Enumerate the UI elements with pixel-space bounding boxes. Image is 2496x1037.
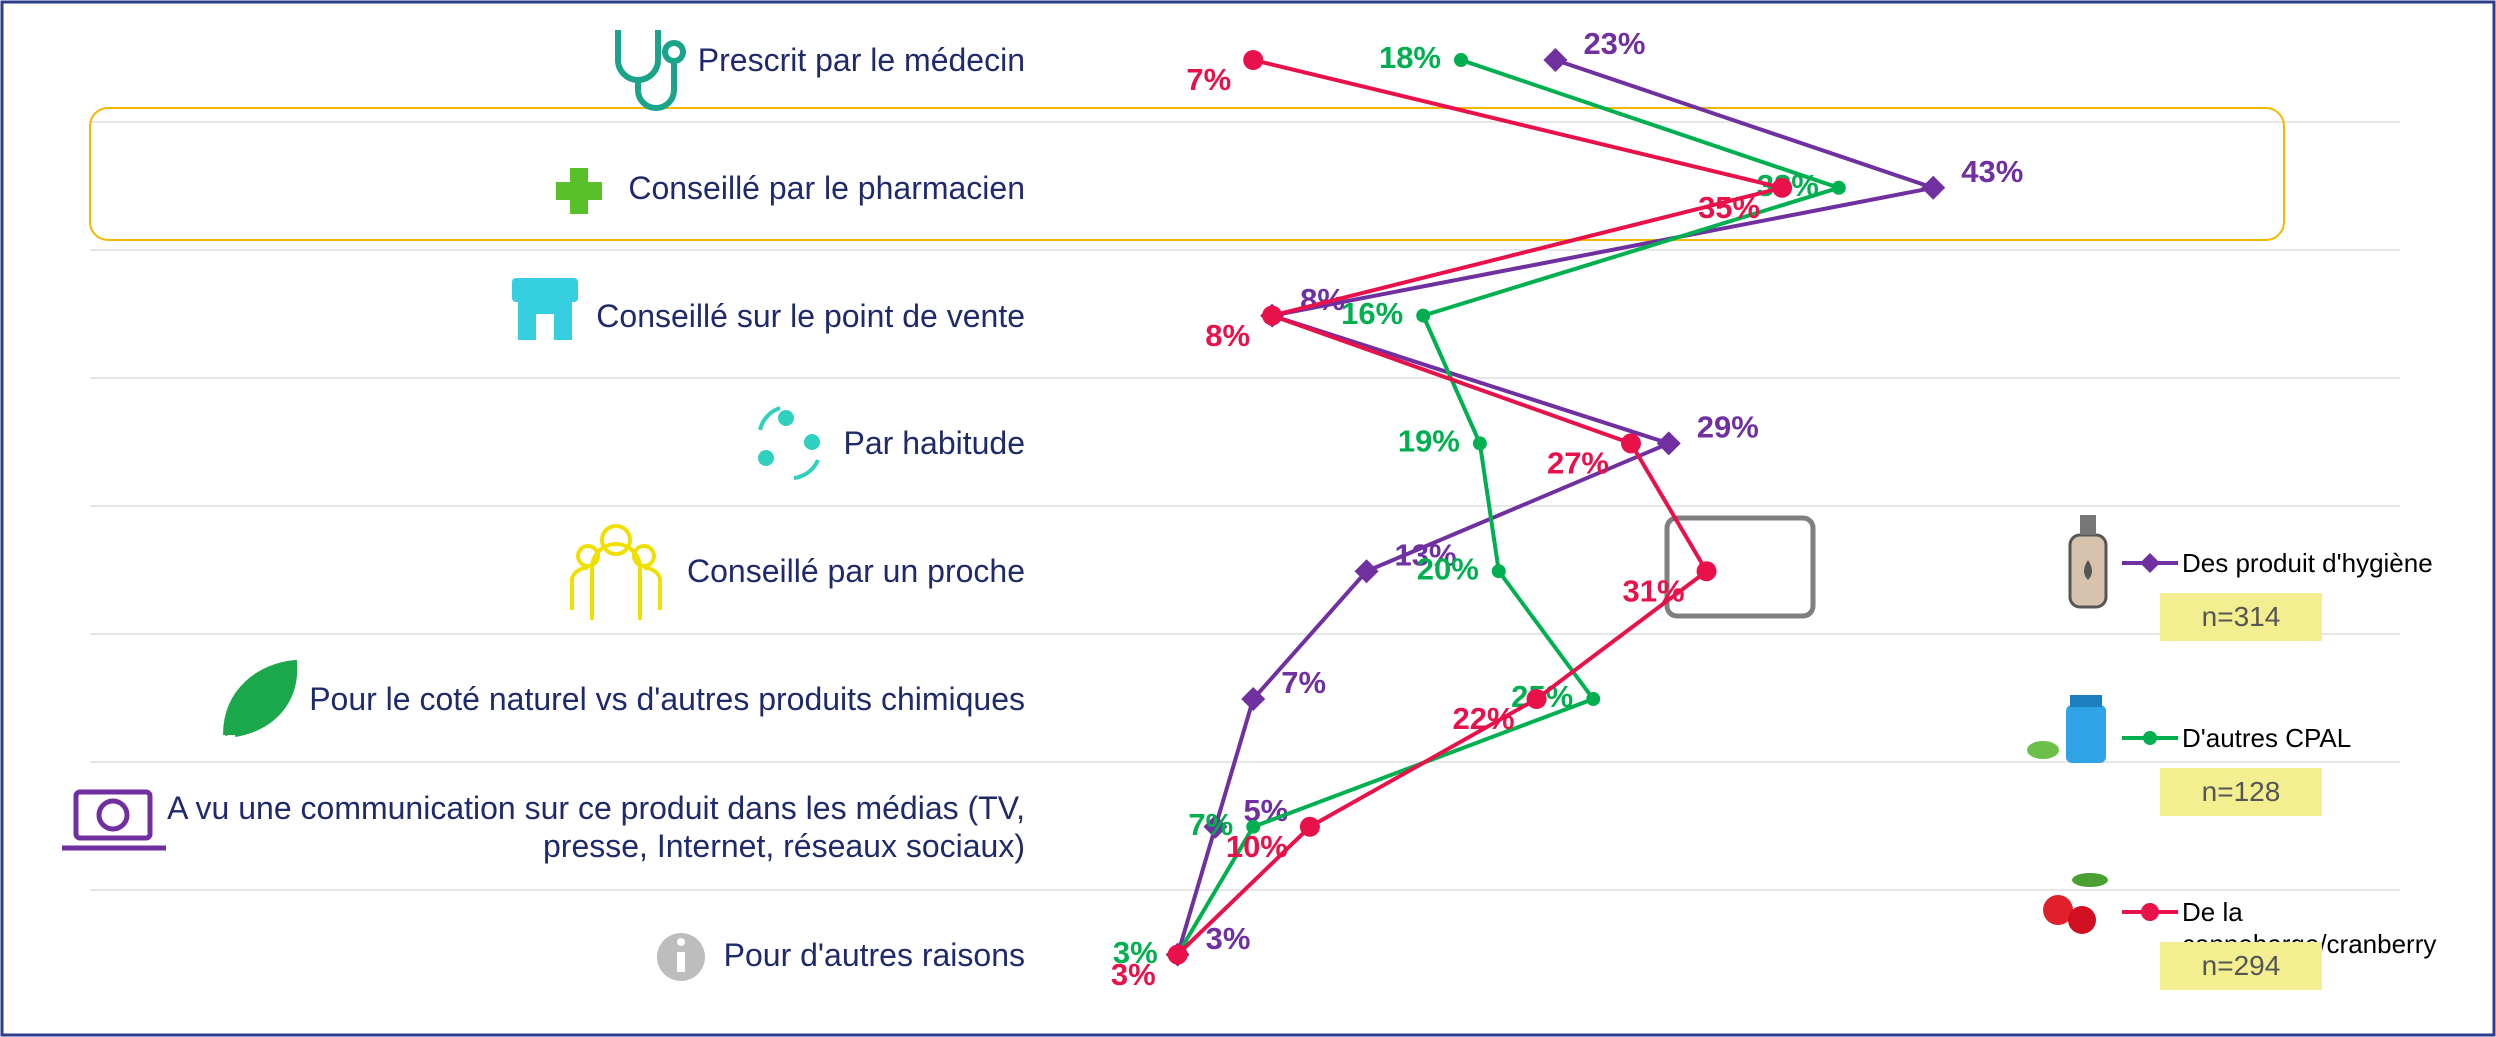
marker [1473, 436, 1487, 450]
value-label: 31% [1623, 573, 1685, 608]
marker [1586, 692, 1600, 706]
marker [1772, 178, 1792, 198]
highlight-value [1667, 518, 1813, 616]
category-label: Conseillé par le pharmacien [145, 169, 1025, 207]
marker [1921, 176, 1945, 200]
value-label: 3% [1111, 957, 1156, 992]
category-label: Conseillé sur le point de vente [145, 297, 1025, 335]
value-label: 22% [1453, 701, 1515, 736]
category-label: Par habitude [145, 424, 1025, 462]
legend-marker [2143, 731, 2157, 745]
icon-berries [2043, 873, 2108, 934]
legend-entry: Des produit d'hygiène [2182, 547, 2482, 579]
category-label: Prescrit par le médecin [145, 41, 1025, 79]
marker [1243, 50, 1263, 70]
value-label: 19% [1398, 424, 1460, 459]
value-label: 35% [1698, 190, 1760, 225]
value-label: 20% [1417, 551, 1479, 586]
row-separators [90, 122, 2400, 890]
sample-size: n=128 [2160, 768, 2322, 816]
marker [1832, 181, 1846, 195]
value-label: 43% [1961, 154, 2023, 189]
marker [1621, 433, 1641, 453]
page: 23%43%8%29%13%7%5%3%18%38%16%19%20%25%7%… [0, 0, 2496, 1037]
chart: 23%43%8%29%13%7%5%3%18%38%16%19%20%25%7%… [0, 0, 2496, 1037]
marker [1300, 817, 1320, 837]
category-label: Pour d'autres raisons [145, 936, 1025, 974]
legend-marker [2141, 903, 2159, 921]
value-label: 8% [1205, 318, 1250, 353]
value-label: 23% [1583, 26, 1645, 61]
value-label: 7% [1186, 62, 1231, 97]
icon-pills [2027, 695, 2106, 763]
value-label: 7% [1281, 665, 1326, 700]
frame [2, 2, 2494, 1035]
value-label: 10% [1226, 829, 1288, 864]
marker [1262, 306, 1282, 326]
sample-size: n=294 [2160, 942, 2322, 990]
value-label: 3% [1206, 921, 1251, 956]
category-label: A vu une communication sur ce produit da… [145, 789, 1025, 865]
marker [1527, 689, 1547, 709]
marker [1416, 309, 1430, 323]
marker [1543, 48, 1567, 72]
value-label: 29% [1697, 410, 1759, 445]
value-label: 18% [1379, 40, 1441, 75]
value-label: 27% [1547, 446, 1609, 481]
legend-marker [2140, 553, 2160, 573]
category-label: Conseillé par un proche [145, 552, 1025, 590]
marker [1168, 945, 1188, 965]
marker [1697, 561, 1717, 581]
value-label: 16% [1341, 296, 1403, 331]
category-label: Pour le coté naturel vs d'autres produit… [145, 680, 1025, 718]
marker [1454, 53, 1468, 67]
marker [1657, 431, 1681, 455]
legend-entry: D'autres CPAL [2182, 722, 2482, 754]
sample-size: n=314 [2160, 593, 2322, 641]
marker [1492, 564, 1506, 578]
icon-bottle [2070, 515, 2106, 607]
